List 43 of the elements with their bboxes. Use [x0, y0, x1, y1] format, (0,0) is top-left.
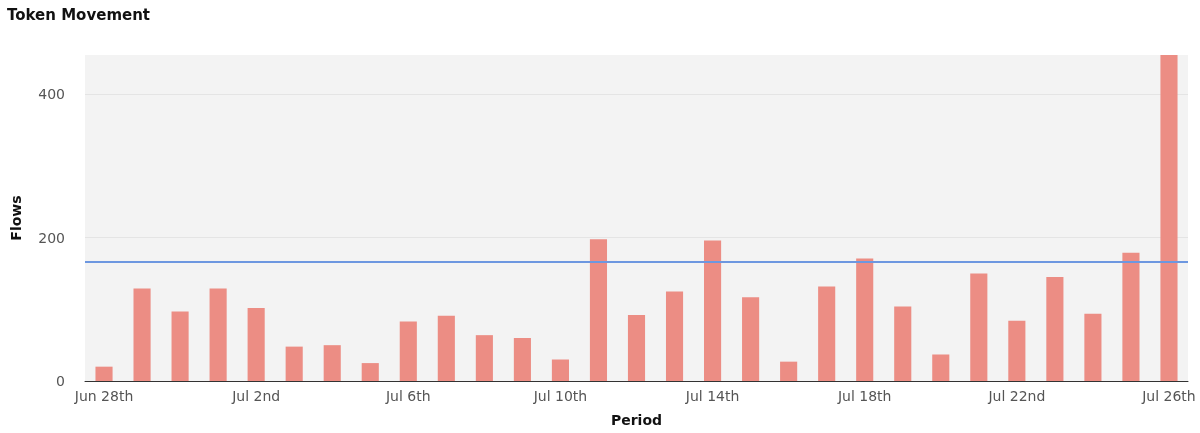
x-axis-title: Period	[610, 412, 663, 428]
bar	[856, 258, 874, 381]
bar	[133, 288, 151, 381]
x-tick-label: Jul 14th	[684, 388, 740, 404]
bar	[323, 345, 341, 381]
x-tick-label: Jul 22nd	[987, 388, 1046, 404]
bar	[247, 307, 265, 381]
chart-title: Token Movement	[7, 5, 151, 24]
bar	[1122, 252, 1140, 381]
bar	[1008, 320, 1026, 381]
x-tick-label: Jul 2nd	[231, 388, 281, 404]
bar	[1046, 277, 1064, 381]
bar	[742, 297, 760, 381]
y-tick-label: 400	[38, 86, 65, 103]
bar	[285, 346, 303, 381]
x-tick-label: Jul 26th	[1141, 388, 1196, 404]
bar	[665, 291, 684, 381]
y-tick-label: 0	[56, 373, 65, 389]
bar	[171, 311, 189, 381]
x-tick-label: Jul 10th	[532, 388, 588, 404]
bar	[399, 321, 417, 381]
bar	[894, 306, 912, 381]
bar	[932, 354, 950, 381]
bar	[704, 240, 722, 381]
bar	[970, 273, 988, 381]
bar	[1160, 55, 1178, 381]
y-tick-label: 200	[38, 229, 65, 246]
y-axis-title: Flows	[8, 195, 24, 241]
bar	[1084, 313, 1102, 381]
bar	[209, 288, 227, 381]
x-tick-label: Jun 28th	[73, 388, 134, 404]
bar	[513, 338, 531, 381]
bar	[437, 315, 455, 381]
bar	[95, 366, 113, 381]
x-tick-label: Jul 18th	[836, 388, 892, 404]
bar	[361, 363, 379, 381]
x-tick-label: Jul 6th	[384, 388, 431, 404]
bar	[627, 315, 646, 381]
bar	[475, 335, 493, 381]
bar	[780, 361, 798, 381]
bar	[551, 359, 569, 381]
bar	[589, 239, 608, 381]
bar	[818, 286, 836, 381]
